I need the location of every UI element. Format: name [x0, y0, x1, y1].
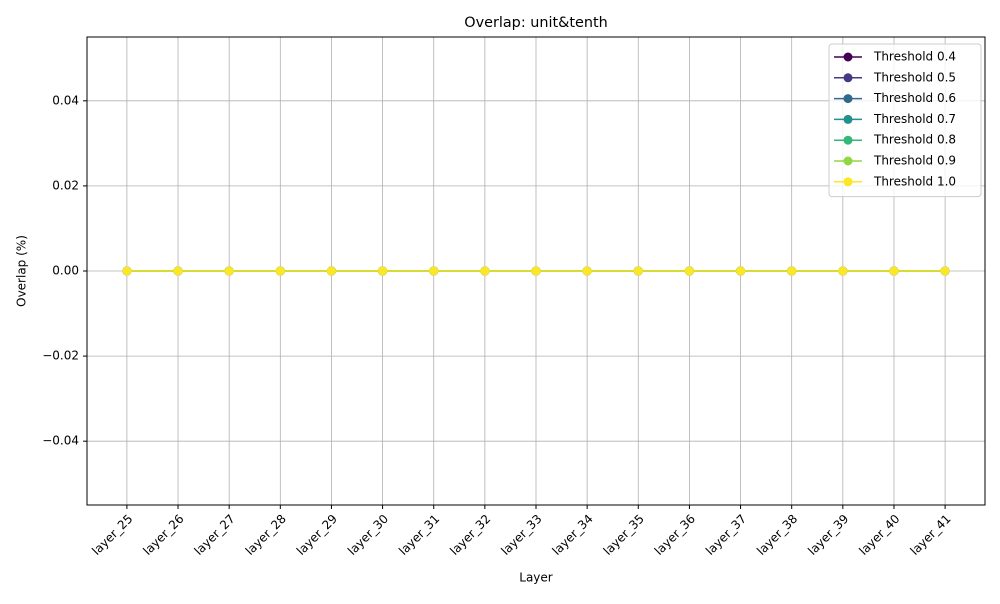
y-tick-label: −0.02: [42, 349, 79, 363]
point: [787, 266, 797, 276]
point: [940, 266, 950, 276]
point: [582, 266, 592, 276]
y-tick-label: 0.02: [52, 178, 79, 192]
point: [480, 266, 490, 276]
point: [173, 266, 183, 276]
legend-label: Threshold 0.4: [873, 50, 956, 64]
y-tick-label: −0.04: [42, 434, 79, 448]
legend-label: Threshold 0.7: [873, 112, 956, 126]
point: [378, 266, 388, 276]
plot-frame: [86, 36, 986, 506]
legend-marker: [843, 52, 853, 62]
point: [429, 266, 439, 276]
legend-label: Threshold 0.6: [873, 91, 956, 105]
y-tick-label: 0.00: [52, 264, 79, 278]
legend-marker: [843, 73, 853, 83]
x-axis-label: Layer: [519, 571, 553, 585]
chart-title: Overlap: unit&tenth: [464, 15, 607, 31]
point: [838, 266, 848, 276]
point: [275, 266, 285, 276]
y-tick-label: 0.04: [52, 93, 79, 107]
legend-marker: [843, 94, 853, 104]
y-axis-label: Overlap (%): [15, 235, 29, 307]
point: [684, 266, 694, 276]
legend-label: Threshold 0.9: [873, 154, 956, 168]
point: [326, 266, 336, 276]
legend-marker: [843, 135, 853, 145]
point: [224, 266, 234, 276]
legend-marker: [843, 156, 853, 166]
legend-label: Threshold 1.0: [873, 174, 956, 188]
legend-label: Threshold 0.8: [873, 133, 956, 147]
legend-marker: [843, 114, 853, 124]
point: [122, 266, 132, 276]
legend-box: [828, 43, 982, 198]
legend-marker: [843, 177, 853, 187]
point: [531, 266, 541, 276]
legend-label: Threshold 0.5: [873, 70, 956, 84]
point: [633, 266, 643, 276]
point: [736, 266, 746, 276]
point: [889, 266, 899, 276]
